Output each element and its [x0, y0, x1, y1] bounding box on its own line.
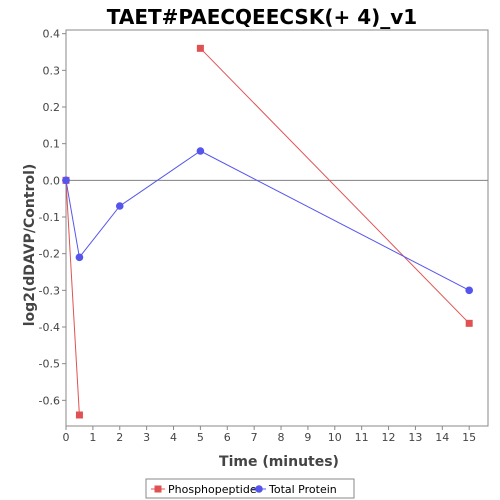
data-point — [115, 202, 124, 210]
data-point — [196, 44, 204, 52]
series-group — [62, 44, 473, 419]
series-line — [65, 180, 80, 416]
series-total-protein — [62, 147, 473, 295]
y-tick-label: 0.4 — [43, 28, 61, 41]
x-tick-label: 3 — [143, 431, 150, 444]
x-tick-label: 6 — [224, 431, 231, 444]
y-tick-label: -0.3 — [39, 284, 60, 297]
data-point — [465, 319, 473, 327]
data-point — [75, 411, 83, 419]
legend: Phosphopeptide Total Protein — [145, 478, 355, 499]
y-tick-label: -0.5 — [39, 358, 60, 371]
x-tick-label: 2 — [116, 431, 123, 444]
plot-area — [65, 29, 489, 427]
x-tick-label: 4 — [170, 431, 177, 444]
y-tick-label: 0.1 — [43, 138, 61, 151]
y-tick-label: 0.3 — [43, 64, 61, 77]
data-point — [196, 147, 205, 155]
x-axis: 0 1 2 3 4 5 6 7 8 9 10 11 12 13 14 15 — [63, 426, 476, 444]
y-tick-label: 0.0 — [43, 174, 61, 187]
x-tick-label: 10 — [328, 431, 342, 444]
y-tick-label: -0.2 — [39, 248, 60, 261]
y-axis: -0.6 -0.5 -0.4 -0.3 -0.2 -0.1 0.0 0.1 0.2 0.3 0.4 — [39, 28, 66, 407]
legend-marker — [154, 485, 162, 493]
chart-title: TAET#PAECQEECSK(+ 4)_v1 — [107, 5, 417, 29]
y-tick-label: 0.2 — [43, 101, 61, 114]
y-axis-label: log2(dDAVP/Control) — [22, 164, 38, 327]
plot-frame — [65, 29, 489, 427]
data-point — [465, 286, 473, 295]
x-axis-label: Time (minutes) — [219, 454, 339, 470]
legend-label: Phosphopeptide — [168, 483, 257, 496]
x-tick-label: 12 — [382, 431, 396, 444]
x-tick-label: 5 — [197, 431, 204, 444]
x-tick-label: 0 — [63, 431, 70, 444]
x-tick-label: 8 — [278, 431, 285, 444]
x-tick-label: 13 — [408, 431, 422, 444]
legend-label: Total Protein — [268, 483, 337, 496]
x-tick-label: 1 — [89, 431, 96, 444]
y-tick-label: -0.6 — [39, 394, 60, 407]
y-tick-label: -0.4 — [39, 321, 60, 334]
x-tick-label: 9 — [304, 431, 311, 444]
data-point — [62, 176, 70, 185]
series-line — [200, 47, 470, 324]
x-tick-label: 11 — [355, 431, 369, 444]
x-tick-label: 15 — [462, 431, 476, 444]
x-tick-label: 14 — [435, 431, 449, 444]
legend-marker — [255, 485, 263, 493]
y-tick-label: -0.1 — [39, 211, 60, 224]
data-point — [75, 253, 84, 262]
x-tick-label: 7 — [251, 431, 258, 444]
legend-box — [145, 478, 355, 499]
